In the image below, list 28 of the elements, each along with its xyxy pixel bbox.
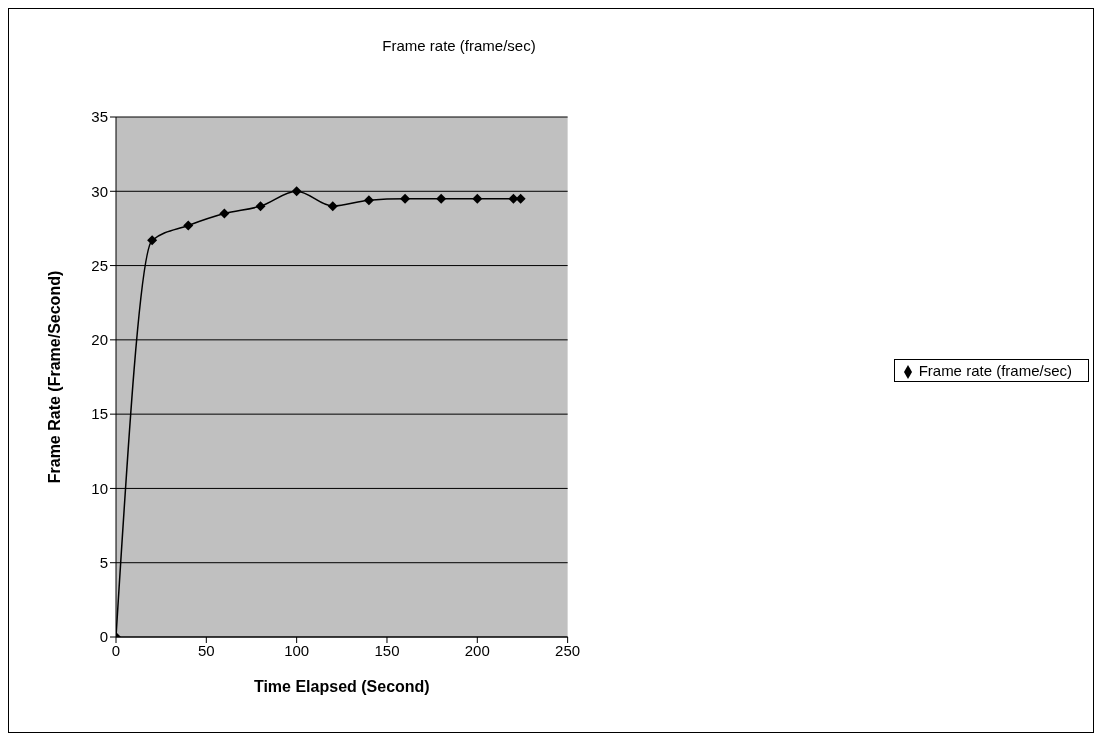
x-tick-label: 100 [284, 641, 310, 659]
y-tick-label: 10 [91, 479, 108, 497]
point [472, 193, 483, 204]
x-tick-label: 200 [464, 641, 490, 659]
point [147, 235, 158, 246]
point [219, 208, 230, 219]
y-tick-label: 35 [91, 108, 108, 126]
x-tick-label: 250 [555, 641, 581, 659]
x-tick-label: 50 [197, 641, 215, 659]
y-axis-title: Frame Rate (Frame/Second) [45, 270, 63, 484]
point [183, 220, 194, 231]
x-tick-label: 0 [111, 641, 121, 659]
y-tick-label: 30 [91, 182, 108, 200]
y-tick-label: 25 [91, 256, 108, 274]
y-tick-label: 15 [91, 405, 108, 423]
point [291, 186, 302, 197]
y-tick-label: 5 [99, 554, 108, 572]
point [436, 193, 447, 204]
point [400, 193, 411, 204]
x-tick-label: 150 [374, 641, 400, 659]
point [255, 201, 266, 212]
chart-title: Frame rate (frame/sec) [381, 37, 537, 54]
y-tick-label: 0 [99, 628, 108, 646]
x-axis-title: Time Elapsed (Second) [253, 678, 430, 695]
y-tick-label: 20 [91, 331, 108, 349]
point [363, 195, 374, 206]
point [327, 201, 338, 212]
legend-label: Frame rate (frame/sec) [918, 361, 1072, 379]
